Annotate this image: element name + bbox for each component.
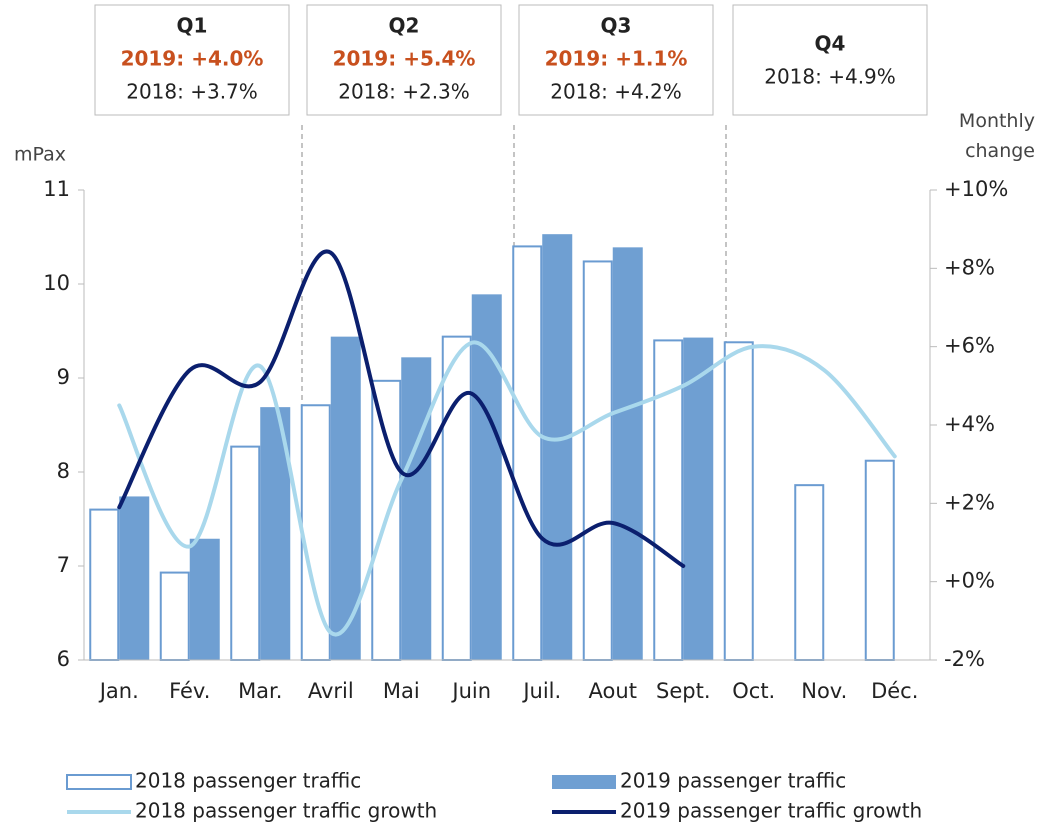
y-tick-label: 6 — [57, 647, 70, 671]
y2-tick-label: +4% — [944, 412, 995, 436]
x-tick-label: Jan. — [98, 679, 139, 703]
x-tick-label: Aout — [589, 679, 637, 703]
x-tick-label: Juil. — [521, 679, 561, 703]
growth-line — [117, 340, 897, 637]
y-axis-label: mPax — [14, 144, 66, 166]
quarter-2018: 2018: +3.7% — [126, 80, 258, 104]
quarter-2019: 2019: +5.4% — [333, 47, 476, 71]
bar — [864, 459, 895, 661]
quarter-2019: 2019: +4.0% — [121, 47, 264, 71]
bar — [401, 357, 432, 660]
x-tick-label: Oct. — [732, 679, 775, 703]
bar — [189, 538, 220, 660]
legend-label: 2019 passenger traffic growth — [620, 799, 922, 823]
bar — [441, 335, 472, 661]
bar — [512, 245, 543, 661]
quarter-2018: 2018: +4.9% — [764, 65, 896, 89]
growth-line — [117, 249, 686, 568]
quarter-2019: 2019: +1.1% — [545, 47, 688, 71]
quarter-label: Q3 — [601, 14, 632, 38]
quarter-box — [306, 4, 502, 116]
bar — [230, 445, 261, 661]
quarter-label: Q1 — [177, 14, 208, 38]
y-tick-label: 11 — [43, 177, 70, 201]
bar — [471, 294, 502, 660]
x-tick-label: Avril — [308, 679, 354, 703]
y2-tick-label: +6% — [944, 334, 995, 358]
quarter-label: Q4 — [815, 32, 846, 56]
bar — [794, 484, 825, 661]
x-tick-label: Sept. — [656, 679, 711, 703]
x-tick-label: Juin — [450, 679, 491, 703]
x-tick-label: Fév. — [169, 679, 210, 703]
legend-label: 2019 passenger traffic — [620, 769, 846, 793]
legend-label: 2018 passenger traffic — [135, 769, 361, 793]
bar — [542, 234, 573, 660]
bar — [300, 404, 331, 662]
x-tick-label: Mar. — [238, 679, 282, 703]
bar — [159, 571, 190, 662]
bar — [582, 260, 613, 661]
quarter-box — [94, 4, 290, 116]
bar — [723, 341, 754, 661]
quarter-label: Q2 — [389, 14, 420, 38]
bar — [683, 337, 714, 660]
y-tick-label: 8 — [57, 459, 70, 483]
y2-tick-label: +2% — [944, 490, 995, 514]
quarter-2018: 2018: +2.3% — [338, 80, 470, 104]
y-tick-label: 7 — [57, 553, 70, 577]
y2-tick-label: +10% — [944, 177, 1008, 201]
legend-swatch — [66, 774, 132, 790]
x-tick-label: Mai — [383, 679, 420, 703]
quarter-box — [518, 4, 714, 116]
bar — [612, 247, 643, 660]
y-tick-label: 10 — [43, 271, 70, 295]
quarter-2018: 2018: +4.2% — [550, 80, 682, 104]
y-tick-label: 9 — [57, 365, 70, 389]
y2-tick-label: +0% — [944, 569, 995, 593]
y2-axis-label: Monthly change — [958, 110, 1035, 162]
legend-swatch — [552, 775, 616, 789]
x-tick-label: Nov. — [801, 679, 847, 703]
y2-tick-label: -2% — [944, 647, 985, 671]
legend-label: 2018 passenger traffic growth — [135, 799, 437, 823]
bar — [89, 508, 120, 661]
x-tick-label: Déc. — [871, 679, 918, 703]
bar — [119, 496, 150, 660]
quarter-box — [732, 4, 928, 116]
y2-tick-label: +8% — [944, 255, 995, 279]
